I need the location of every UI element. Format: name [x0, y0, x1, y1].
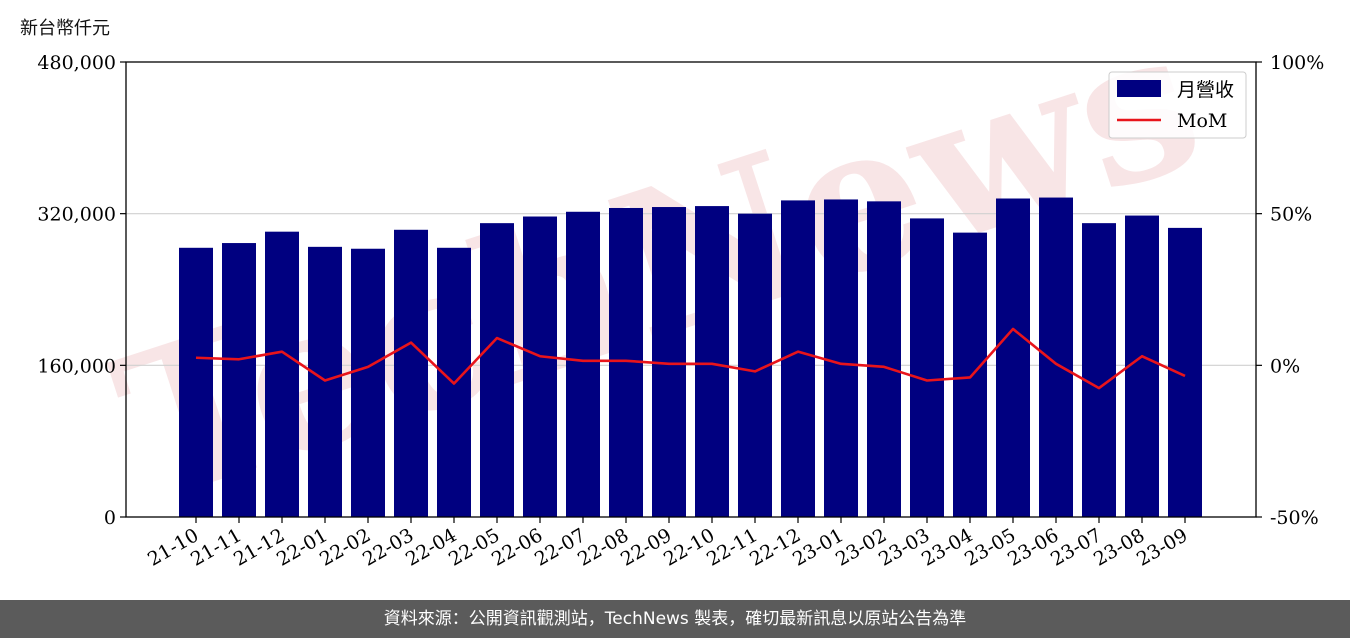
bar-23-02 [867, 201, 901, 517]
y-axis-unit-label: 新台幣仟元 [20, 18, 110, 39]
bar-22-10 [695, 206, 729, 518]
left-tick-label: 0 [104, 507, 116, 529]
right-tick-label: 50% [1270, 204, 1312, 226]
bar-23-01 [824, 199, 858, 517]
bar-21-10 [179, 247, 213, 517]
bar-23-05 [996, 198, 1030, 517]
legend-label-mom: MoM [1177, 110, 1227, 132]
bar-23-03 [910, 218, 944, 517]
bar-23-08 [1125, 215, 1159, 517]
bar-22-05 [480, 223, 514, 518]
bar-21-12 [265, 231, 299, 518]
bar-21-11 [222, 243, 256, 518]
bar-22-01 [308, 246, 342, 517]
plot-frame [125, 61, 1257, 518]
x-tick-label-23-09: 23-09 [1133, 524, 1191, 570]
chart-canvas: TechNews0160,000320,000480,000-50%0%50%1… [37, 0, 1324, 571]
bar-23-06 [1039, 197, 1073, 518]
legend-label-revenue: 月營收 [1177, 79, 1234, 101]
right-tick-label: 100% [1270, 52, 1324, 74]
bar-22-12 [781, 200, 815, 518]
mom-line [195, 327, 1186, 390]
right-tick-label: -50% [1270, 507, 1319, 529]
left-tick-label: 160,000 [37, 355, 116, 377]
right-tick-label: 0% [1270, 355, 1300, 377]
left-tick-label: 320,000 [37, 204, 116, 226]
revenue-chart: 新台幣仟元 TechNews0160,000320,000480,000-50%… [20, 0, 1324, 571]
bar-23-04 [953, 232, 987, 517]
legend-swatch-revenue [1117, 80, 1161, 97]
bar-22-06 [523, 216, 557, 517]
bar-23-09 [1168, 227, 1202, 517]
bar-22-02 [351, 248, 385, 518]
bar-22-03 [394, 229, 428, 517]
legend: 月營收 MoM [1108, 71, 1247, 139]
left-tick-label: 480,000 [37, 52, 116, 74]
bar-23-07 [1082, 223, 1116, 518]
source-footer: 資料來源：公開資訊觀測站，TechNews 製表，確切最新訊息以原站公告為準 [0, 600, 1350, 638]
bar-22-07 [566, 211, 600, 518]
